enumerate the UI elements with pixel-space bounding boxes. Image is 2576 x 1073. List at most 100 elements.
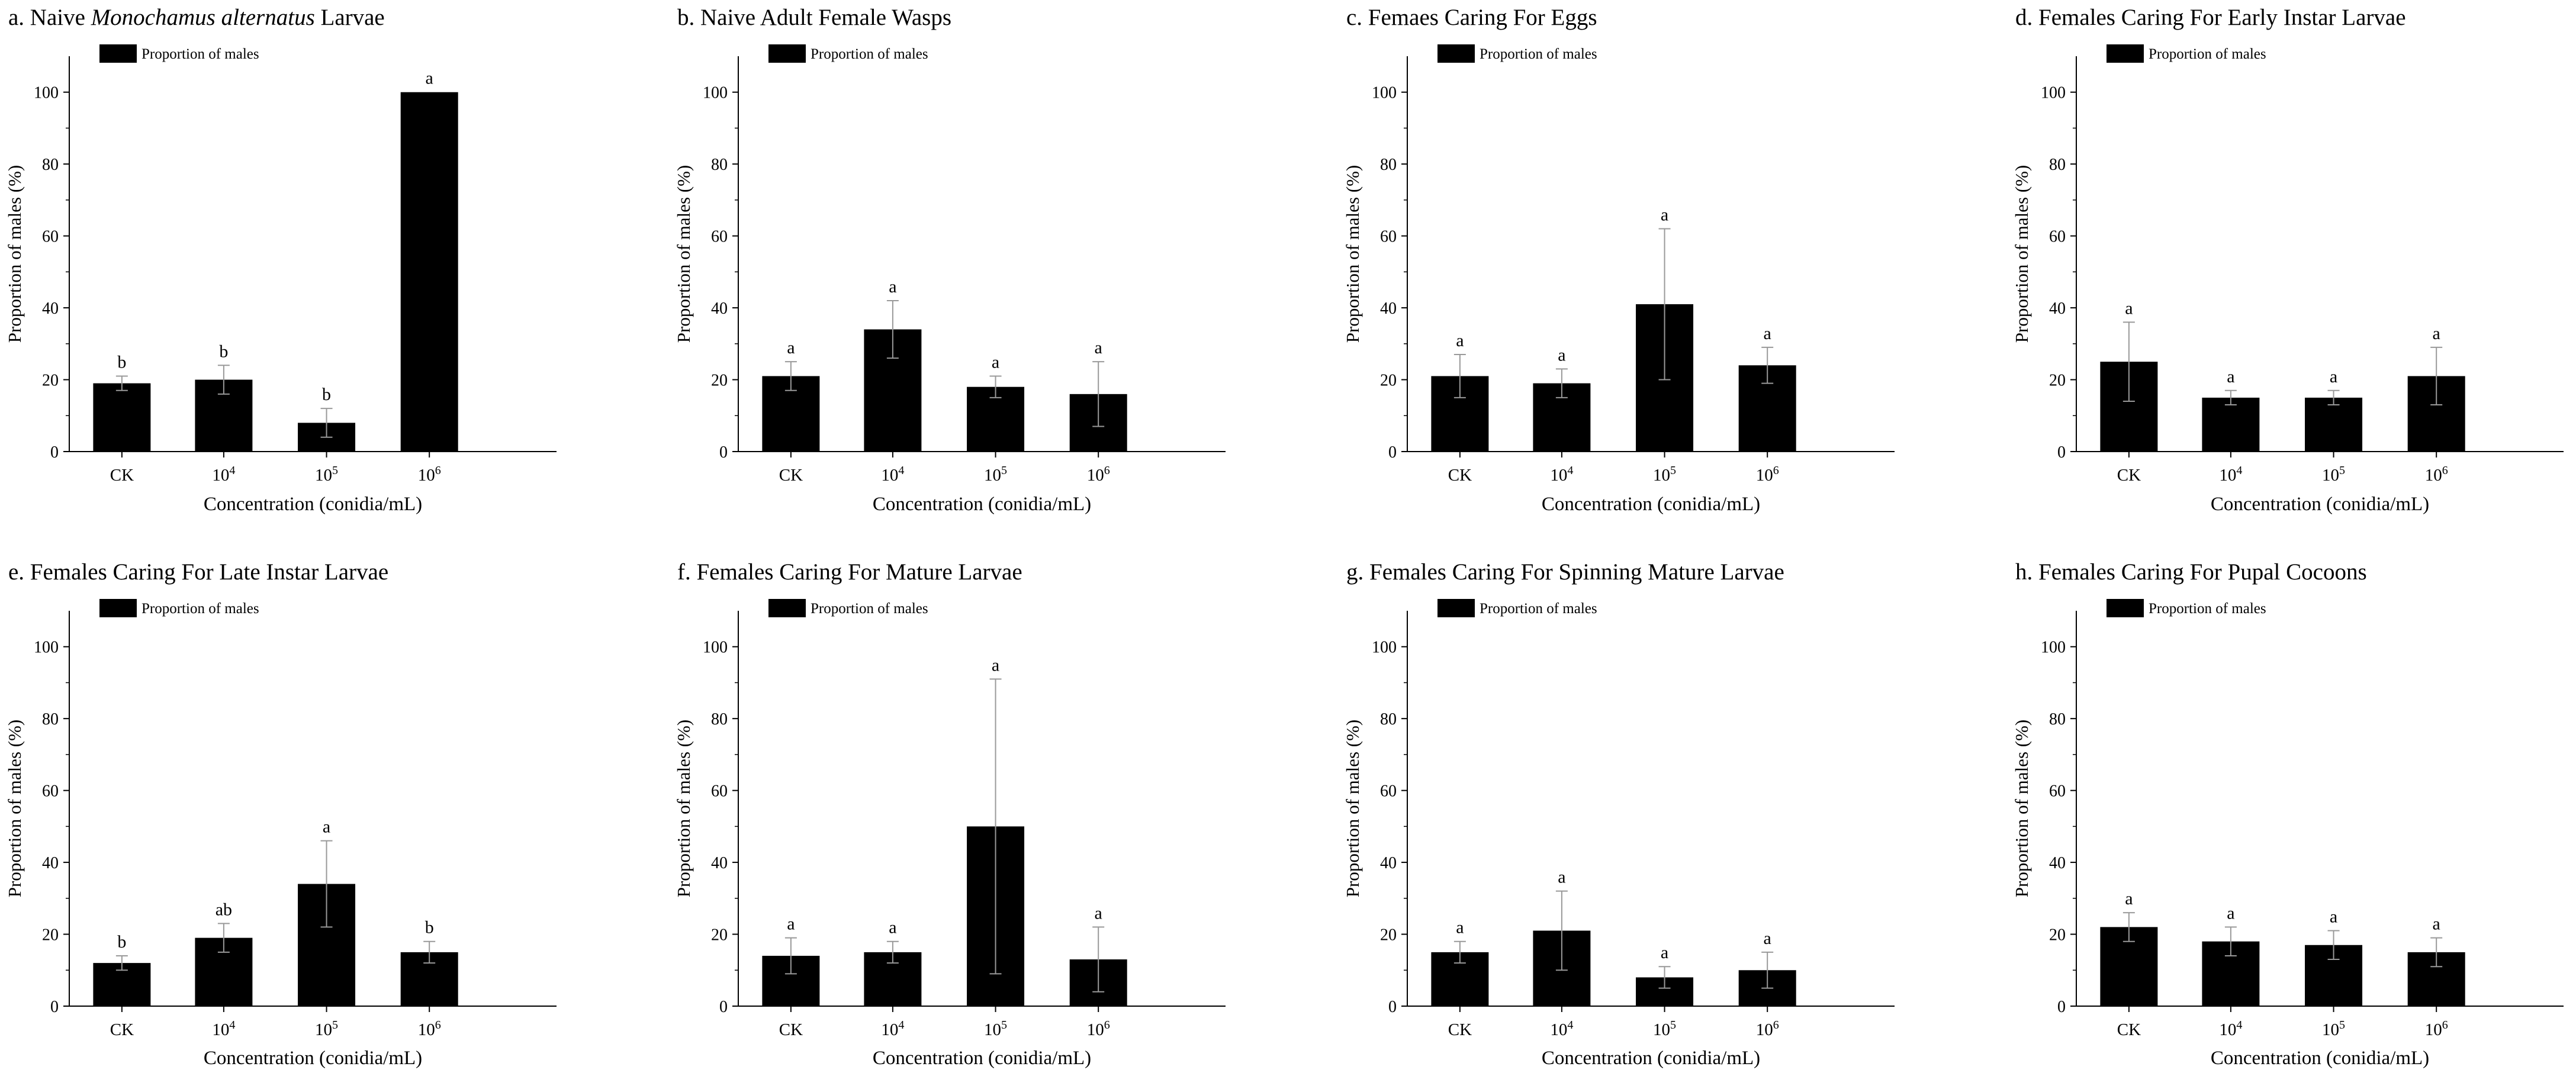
chart-panel-h: h. Females Caring For Pupal Cocoons 0 20 40… (2011, 559, 2564, 1069)
y-tick-label: 0 (2057, 998, 2066, 1016)
x-tick-label: 104 (212, 1019, 235, 1039)
chart-panel-g: g. Females Caring For Spinning Mature La… (1342, 559, 1895, 1069)
legend-label: Proportion of males (811, 46, 928, 62)
legend-swatch (768, 599, 806, 617)
x-tick-label: 105 (315, 1019, 338, 1039)
y-tick-label: 100 (2041, 84, 2066, 102)
significance-letter: a (1456, 918, 1464, 937)
legend-label: Proportion of males (2149, 46, 2266, 62)
chart-panel-a: a. Naive Monochamus alternatus Larvae 0 20… (4, 5, 557, 515)
chart-title: b. Naive Adult Female Wasps (677, 5, 951, 30)
x-tick-label: 104 (212, 464, 235, 485)
significance-letter: b (219, 341, 228, 361)
significance-letter: b (322, 385, 331, 404)
significance-letter: a (2330, 907, 2337, 926)
y-tick-label: 80 (42, 710, 59, 729)
bar-2 (2305, 397, 2363, 452)
significance-letter: b (425, 918, 434, 937)
chart-title: f. Females Caring For Mature Larvae (677, 559, 1022, 585)
y-tick-label: 60 (1380, 228, 1397, 246)
y-axis-label: Proportion of males (%) (1342, 165, 1363, 343)
x-tick-label: CK (1448, 1020, 1472, 1039)
x-tick-label: CK (110, 1020, 134, 1039)
y-tick-label: 100 (34, 639, 59, 657)
significance-letter: a (992, 655, 999, 675)
x-axis-label: Concentration (conidia/mL) (1542, 1048, 1760, 1069)
x-tick-label: 104 (2219, 464, 2242, 485)
y-tick-label: 60 (42, 228, 59, 246)
significance-letter: a (2433, 324, 2440, 343)
y-tick-label: 0 (719, 443, 728, 462)
y-tick-label: 100 (703, 639, 728, 657)
significance-letter: a (992, 352, 999, 372)
x-tick-label: 106 (1756, 464, 1779, 485)
significance-letter: a (2227, 367, 2234, 386)
y-tick-label: 20 (42, 926, 59, 945)
legend-swatch (1437, 599, 1475, 617)
legend-label: Proportion of males (2149, 601, 2266, 617)
x-tick-label: 105 (984, 464, 1007, 485)
significance-letter: ab (216, 900, 232, 919)
y-axis-label: Proportion of males (%) (673, 165, 694, 343)
chart-title: e. Females Caring For Late Instar Larvae (8, 559, 388, 585)
x-tick-label: 105 (1653, 1019, 1676, 1039)
y-axis-label: Proportion of males (%) (4, 720, 25, 897)
y-tick-label: 20 (1380, 926, 1397, 945)
x-tick-label: 106 (418, 1019, 441, 1039)
y-tick-label: 80 (711, 156, 728, 174)
significance-letter: a (1095, 903, 1102, 923)
y-tick-label: 60 (42, 782, 59, 801)
legend: Proportion of males (2107, 44, 2266, 63)
y-axis-label: Proportion of males (%) (2011, 720, 2032, 897)
legend: Proportion of males (768, 599, 928, 617)
bar-3 (400, 92, 458, 452)
y-tick-label: 100 (34, 84, 59, 102)
y-tick-label: 60 (2049, 228, 2066, 246)
y-tick-label: 80 (2049, 156, 2066, 174)
significance-letter: a (1095, 338, 1102, 357)
significance-letter: a (2125, 889, 2133, 908)
legend-swatch (99, 599, 137, 617)
y-tick-label: 0 (719, 998, 728, 1016)
y-tick-label: 20 (2049, 372, 2066, 390)
chart-panel-d: d. Females Caring For Early Instar Larva… (2011, 5, 2564, 515)
y-tick-label: 60 (711, 782, 728, 801)
significance-letter: b (117, 352, 126, 372)
y-tick-label: 20 (711, 372, 728, 390)
chart-title: d. Females Caring For Early Instar Larva… (2015, 5, 2406, 30)
legend-swatch (768, 44, 806, 63)
x-tick-label: CK (1448, 466, 1472, 485)
y-tick-label: 60 (1380, 782, 1397, 801)
significance-letter: a (1558, 868, 1565, 887)
y-tick-label: 100 (703, 84, 728, 102)
x-tick-label: 104 (1550, 464, 1573, 485)
y-tick-label: 100 (2041, 639, 2066, 657)
legend: Proportion of males (1437, 44, 1597, 63)
y-tick-label: 40 (42, 299, 59, 318)
chart-title: a. Naive Monochamus alternatus Larvae (8, 5, 385, 30)
x-tick-label: 106 (2425, 464, 2448, 485)
significance-letter: a (787, 338, 795, 357)
x-axis-label: Concentration (conidia/mL) (873, 1048, 1091, 1069)
x-tick-label: CK (779, 1020, 803, 1039)
significance-letter: a (1558, 345, 1565, 365)
y-tick-label: 40 (711, 299, 728, 318)
y-tick-label: 80 (42, 156, 59, 174)
significance-letter: a (2125, 298, 2133, 318)
x-tick-label: 104 (881, 464, 904, 485)
y-tick-label: 40 (1380, 299, 1397, 318)
x-tick-label: 105 (2322, 1019, 2345, 1039)
y-tick-label: 60 (2049, 782, 2066, 801)
x-tick-label: 105 (1653, 464, 1676, 485)
legend: Proportion of males (768, 44, 928, 63)
significance-letter: a (323, 817, 330, 837)
legend: Proportion of males (99, 599, 259, 617)
legend-swatch (2107, 44, 2144, 63)
y-axis-label: Proportion of males (%) (1342, 720, 1363, 897)
significance-letter: b (117, 932, 126, 952)
y-tick-label: 80 (1380, 156, 1397, 174)
y-tick-label: 40 (2049, 854, 2066, 872)
significance-letter: a (2330, 367, 2337, 386)
x-axis-label: Concentration (conidia/mL) (204, 1048, 422, 1069)
y-tick-label: 0 (50, 998, 59, 1016)
